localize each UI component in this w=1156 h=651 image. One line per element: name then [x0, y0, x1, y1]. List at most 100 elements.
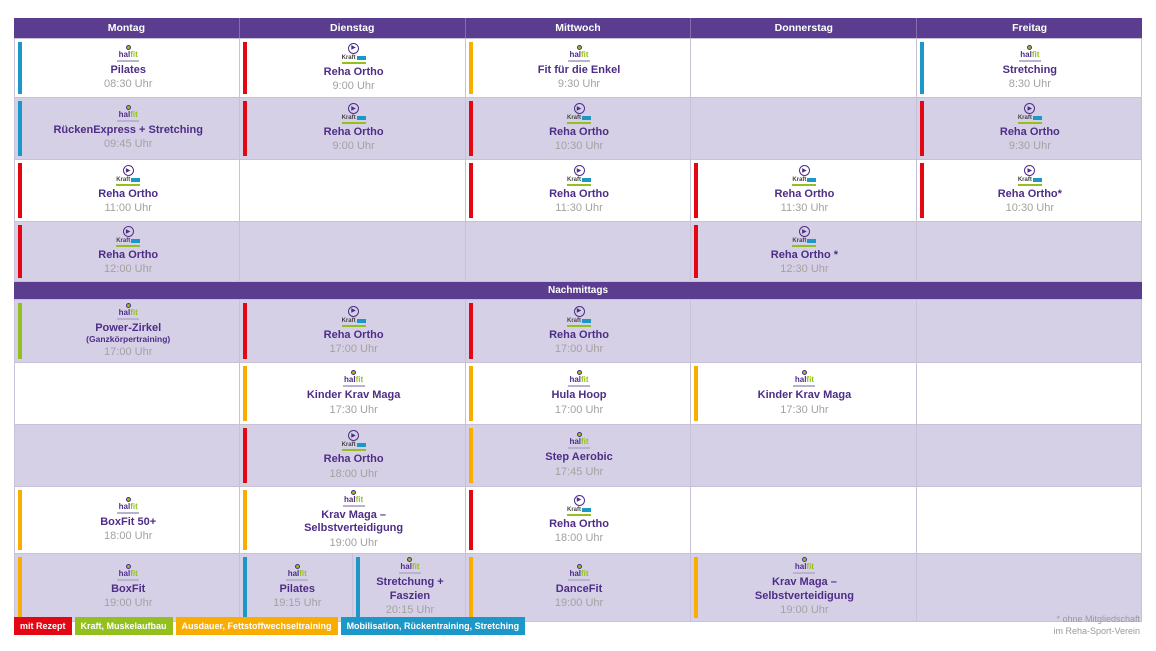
schedule-cell-freitag: [916, 554, 1143, 622]
class-title: Reha Ortho: [999, 126, 1060, 139]
class-title: Reha Ortho: [549, 126, 609, 139]
halfit-wordmark: halfit: [344, 375, 364, 385]
empty-cell: [15, 363, 239, 424]
kraftsport-subline: [1017, 184, 1042, 187]
halfit-logo: halfit: [342, 490, 365, 508]
category-bar-red: [468, 303, 473, 360]
schedule-cell-dienstag: halfit Pilates 19:15 Uhr halfit Stretchung +…: [240, 554, 466, 622]
class-title: Pilates: [110, 63, 146, 76]
schedule-row: halfit Power-Zirkel (Ganzkörpertraining) 17…: [14, 299, 1143, 364]
class-time: 08:30 Uhr: [104, 77, 153, 90]
class-title: Reha Ortho *: [770, 249, 839, 262]
kraftsport-wordmark: Kraft: [342, 318, 366, 324]
schedule-cell-freitag: ▶ Kraft Reha Ortho 9:30 Uhr: [916, 98, 1143, 160]
empty-cell: [917, 363, 1141, 424]
kraftsport-circle-icon: ▶: [573, 165, 585, 177]
class-entry: halfit Fit für die Enkel 9:30 Uhr: [466, 39, 690, 97]
kraftsport-subline: [792, 245, 817, 248]
schedule-cell-donnerstag: halfit Krav Maga – Selbstverteidigung 19:0…: [691, 554, 917, 622]
class-entry: ▶ Kraft Reha Ortho 18:00 Uhr: [466, 487, 690, 553]
class-subtitle: (Ganzkörpertraining): [86, 334, 171, 345]
kraftsport-logo: ▶ Kraft: [341, 42, 366, 64]
class-title: DanceFit: [555, 583, 603, 595]
class-title: Reha Ortho: [323, 453, 384, 466]
class-title: Stretching: [1002, 63, 1058, 76]
halfit-subline: [568, 447, 591, 450]
halfit-wordmark: halfit: [344, 495, 364, 505]
halfit-subline: [1018, 59, 1041, 62]
class-time: 17:00 Uhr: [554, 403, 604, 416]
category-bar-yellow: [694, 366, 699, 422]
kraftsport-subline: [341, 61, 366, 64]
class-time: 17:30 Uhr: [329, 403, 378, 416]
schedule-row: halfit Pilates 08:30 Uhr ▶ Kraft Reha Ortho 9:…: [14, 38, 1143, 98]
schedule-cell-donnerstag: [691, 98, 917, 160]
kraftsport-logo: ▶ Kraft: [567, 165, 592, 187]
empty-cell: [691, 425, 915, 486]
halfit-wordmark: halfit: [569, 437, 589, 447]
class-entry: ▶ Kraft Reha Ortho 17:00 Uhr: [466, 300, 690, 362]
kraftsport-logo: ▶ Kraft: [567, 305, 592, 327]
halfit-logo: halfit: [398, 557, 421, 575]
halfit-dot-icon: [576, 432, 582, 438]
schedule-cell-freitag: [916, 299, 1143, 364]
category-bar-blue: [243, 557, 248, 618]
halfit-subline: [568, 59, 591, 62]
class-time: 12:30 Uhr: [780, 263, 829, 276]
empty-cell: [691, 39, 915, 97]
halfit-logo: halfit: [568, 370, 591, 388]
day-header-mittwoch: Mittwoch: [466, 18, 692, 38]
halfit-dot-icon: [1027, 44, 1033, 50]
category-bar-red: [18, 163, 22, 218]
category-bar-red: [243, 101, 248, 156]
class-entry: ▶ Kraft Reha Ortho 17:00 Uhr: [240, 300, 464, 362]
kraftsport-circle-icon: ▶: [1024, 165, 1036, 177]
schedule-row: halfit RückenExpress + Stretching 09:45 Uh…: [14, 98, 1143, 160]
class-time: 18:00 Uhr: [104, 530, 153, 543]
kraftsport-circle-icon: ▶: [348, 305, 360, 317]
schedule-cell-dienstag: ▶ Kraft Reha Ortho 9:00 Uhr: [240, 98, 466, 160]
class-entry: ▶ Kraft Reha Ortho* 10:30 Uhr: [917, 160, 1141, 221]
kraftsport-logo: ▶ Kraft: [1017, 103, 1042, 125]
kraftsport-subline: [792, 184, 817, 187]
class-time: 20:15 Uhr: [385, 603, 435, 616]
empty-cell: [917, 554, 1141, 620]
halfit-subline: [117, 579, 140, 581]
halfit-dot-icon: [576, 44, 582, 50]
schedule-cell-dienstag: ▶ Kraft Reha Ortho 18:00 Uhr: [240, 425, 466, 488]
category-bar-red: [919, 163, 924, 218]
legend-chip: Ausdauer, Fettstoffwechseltraining: [175, 617, 338, 635]
halfit-wordmark: halfit: [400, 562, 420, 572]
kraftsport-wordmark: Kraft: [342, 442, 366, 448]
class-time: 17:00 Uhr: [554, 342, 604, 355]
class-title: Reha Ortho: [98, 249, 159, 262]
kraftsport-circle-icon: ▶: [798, 165, 810, 177]
kraftsport-wordmark: Kraft: [116, 177, 141, 183]
schedule-cell-montag: halfit Power-Zirkel (Ganzkörpertraining) 17…: [15, 299, 241, 364]
class-entry: ▶ Kraft Reha Ortho 11:00 Uhr: [15, 160, 239, 221]
category-bar-yellow: [468, 366, 473, 422]
kraftsport-wordmark: Kraft: [792, 177, 817, 183]
class-title: Reha Ortho: [774, 188, 835, 201]
category-bar-yellow: [468, 42, 473, 94]
schedule-cell-montag: [15, 425, 241, 488]
class-entry: halfit Pilates 19:15 Uhr: [240, 554, 352, 620]
afternoon-section-label: Nachmittags: [547, 285, 608, 296]
class-title: BoxFit: [111, 583, 146, 595]
category-bar-red: [694, 163, 699, 218]
schedule-cell-donnerstag: halfit Kinder Krav Maga 17:30 Uhr: [691, 363, 917, 426]
kraftsport-circle-icon: ▶: [348, 42, 360, 54]
class-entry: halfit Stretchung + Faszien 20:15 Uhr: [352, 554, 465, 621]
class-time: 19:00 Uhr: [329, 536, 378, 549]
halfit-logo: halfit: [793, 370, 816, 388]
class-entry: halfit Kinder Krav Maga 17:30 Uhr: [691, 363, 915, 424]
class-entry: halfit RückenExpress + Stretching 09:45 Uh…: [15, 98, 239, 159]
halfit-wordmark: halfit: [569, 375, 589, 385]
class-time: 10:30 Uhr: [1005, 202, 1054, 215]
halfit-subline: [568, 579, 591, 581]
schedule-cell-mittwoch: halfit Fit für die Enkel 9:30 Uhr: [465, 38, 692, 98]
category-bar-yellow: [18, 490, 22, 551]
kraftsport-logo: ▶ Kraft: [1017, 165, 1042, 187]
schedule-row: halfit Kinder Krav Maga 17:30 Uhr halfit Hul…: [14, 363, 1143, 426]
